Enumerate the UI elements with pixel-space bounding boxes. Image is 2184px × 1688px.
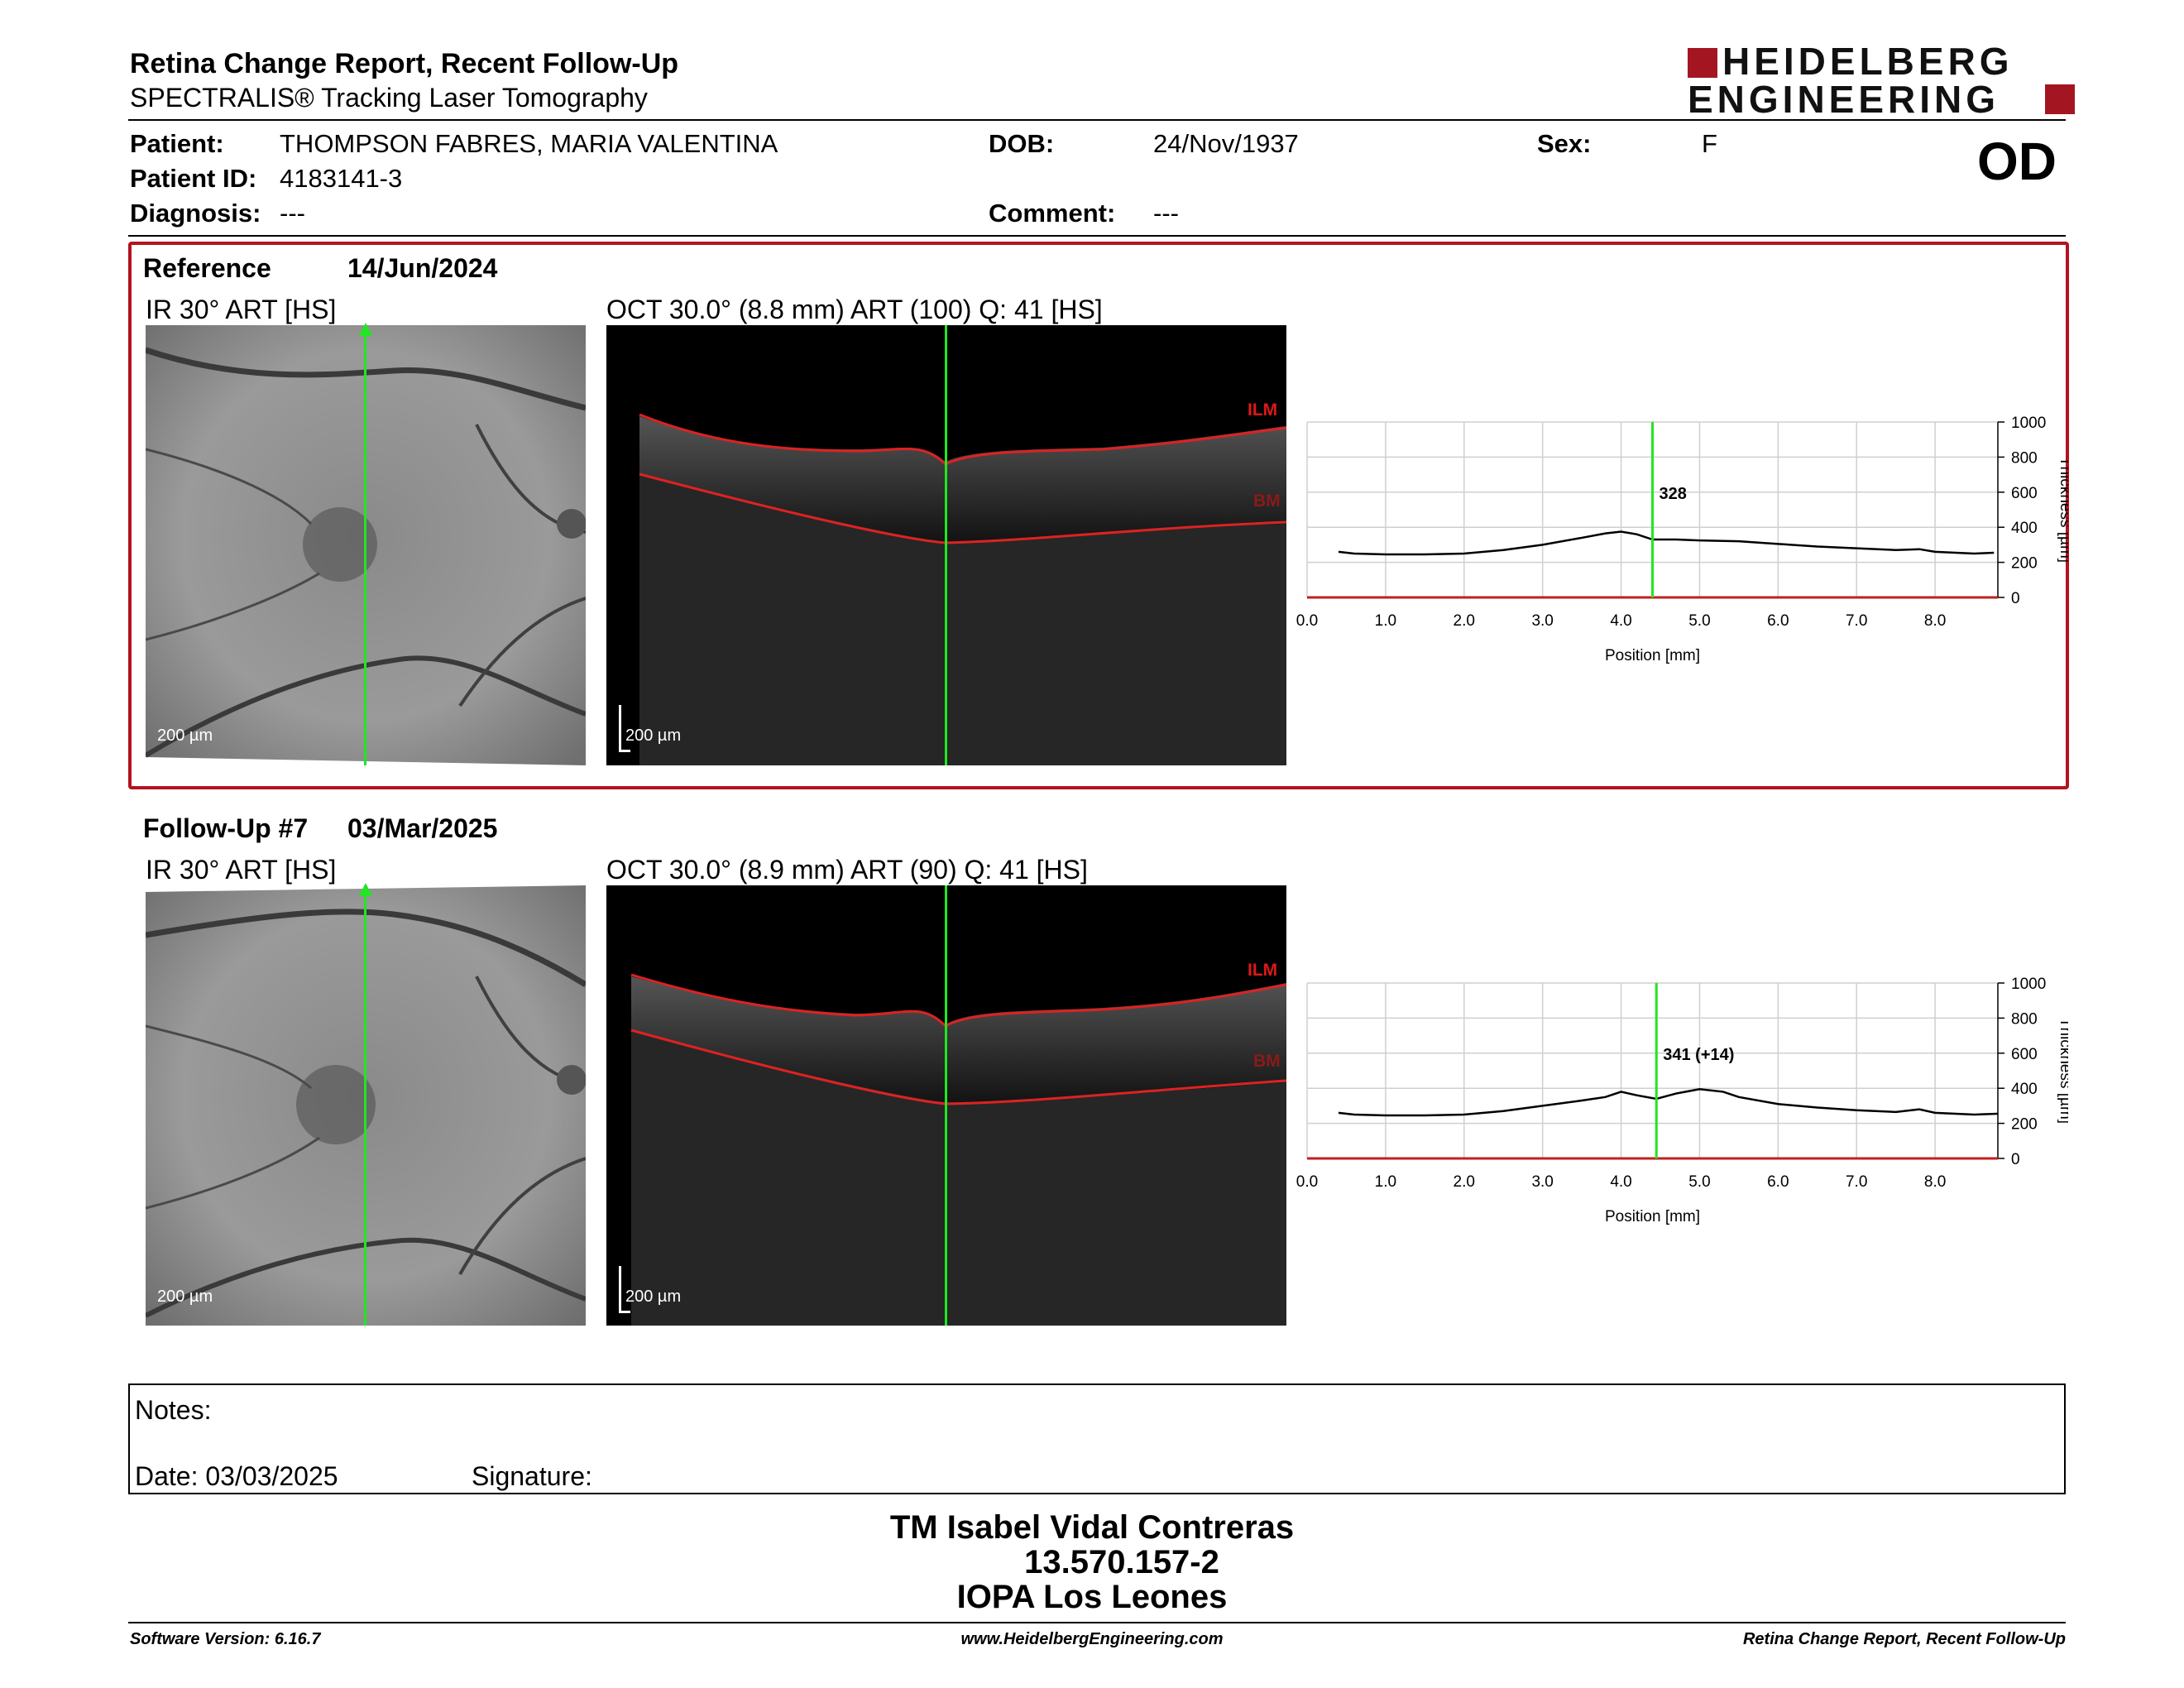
sex-value: F — [1702, 129, 1717, 158]
followup-oct-scanline — [945, 885, 947, 1326]
y-tick-label: 400 — [2011, 1081, 2038, 1098]
patient-label: Patient: — [130, 129, 224, 158]
reference-thickness-chart: 0.0 1.0 2.0 3.0 4.0 5.0 6.0 7.0 8.0 0 200 400 600 800… — [1296, 415, 2068, 664]
reference-date: 14/Jun/2024 — [347, 253, 498, 283]
logo-line2: ENGINEERING — [1688, 78, 2000, 121]
followup-label: Follow-Up #7 — [143, 813, 309, 843]
diagnosis-value: --- — [280, 199, 305, 228]
reference-oct-scanline — [945, 325, 947, 765]
patient-name: THOMPSON FABRES, MARIA VALENTINA — [280, 129, 778, 158]
signer-institution: IOPA Los Leones — [956, 1579, 1228, 1615]
x-tick-label: 1.0 — [1375, 612, 1396, 630]
signer-id: 13.570.157-2 — [1024, 1544, 1219, 1580]
reference-ir-scanline — [364, 325, 366, 765]
x-tick-label: 3.0 — [1531, 612, 1553, 630]
eye-label: OD — [1977, 132, 2057, 191]
x-tick-label: 4.0 — [1610, 612, 1631, 630]
patient-id-label: Patient ID: — [130, 164, 257, 193]
software-version: Software Version: 6.16.7 — [130, 1630, 321, 1648]
y-tick-label: 1000 — [2011, 976, 2046, 993]
followup-date: 03/Mar/2025 — [347, 813, 498, 843]
dob-label: DOB: — [989, 129, 1055, 158]
x-tick-label: 8.0 — [1924, 612, 1946, 630]
x-tick-label: 6.0 — [1767, 1173, 1789, 1191]
followup-ir-scale: 200 µm — [157, 1288, 213, 1306]
x-tick-label: 0.0 — [1296, 1173, 1318, 1191]
patient-id: 4183141-3 — [280, 164, 403, 193]
x-tick-label: 2.0 — [1454, 1173, 1475, 1191]
y-axis-label: Thickness [µm] — [2057, 1018, 2068, 1124]
reference-ir-title: IR 30° ART [HS] — [146, 295, 337, 324]
reference-ir-scan-arrow — [359, 323, 372, 336]
x-tick-label: 8.0 — [1924, 1173, 1946, 1191]
followup-bm-label: BM — [1253, 1052, 1281, 1071]
y-tick-label: 0 — [2011, 590, 2020, 607]
x-tick-label: 0.0 — [1296, 612, 1318, 630]
reference-oct-scale: 200 µm — [625, 727, 682, 745]
y-tick-label: 600 — [2011, 485, 2038, 502]
notes-label: Notes: — [135, 1395, 212, 1425]
heidelberg-logo: HEIDELBERG ENGINEERING — [1688, 41, 2076, 121]
y-tick-label: 200 — [2011, 1116, 2038, 1134]
y-axis-label: Thickness [µm] — [2057, 457, 2068, 563]
x-tick-label: 6.0 — [1767, 612, 1789, 630]
signature-label: Signature: — [472, 1461, 592, 1491]
x-tick-label: 7.0 — [1846, 1173, 1867, 1191]
reference-oct-title: OCT 30.0° (8.8 mm) ART (100) Q: 41 [HS] — [606, 295, 1103, 324]
x-tick-label: 1.0 — [1375, 1173, 1396, 1191]
comment-label: Comment: — [989, 199, 1116, 228]
y-tick-label: 600 — [2011, 1046, 2038, 1063]
x-tick-label: 2.0 — [1454, 612, 1475, 630]
x-axis-label: Position [mm] — [1605, 647, 1700, 664]
cursor-value-label: 328 — [1660, 485, 1687, 503]
dob-value: 24/Nov/1937 — [1153, 129, 1299, 158]
comment-value: --- — [1153, 199, 1179, 228]
followup-ilm-label: ILM — [1248, 961, 1278, 980]
followup-ir-scanline — [364, 885, 366, 1326]
followup-ir-scan-arrow — [359, 883, 372, 896]
reference-ir-scale: 200 µm — [157, 727, 213, 745]
followup-thickness-chart: 0.0 1.0 2.0 3.0 4.0 5.0 6.0 7.0 8.0 0 200 400 600 800… — [1296, 976, 2068, 1225]
followup-oct-title: OCT 30.0° (8.9 mm) ART (90) Q: 41 [HS] — [606, 855, 1088, 885]
reference-label: Reference — [143, 253, 271, 283]
x-tick-label: 7.0 — [1846, 612, 1867, 630]
x-tick-label: 4.0 — [1610, 1173, 1631, 1191]
thickness-line — [1338, 530, 1995, 556]
x-tick-label: 5.0 — [1688, 612, 1710, 630]
report-subtitle: SPECTRALIS® Tracking Laser Tomography — [130, 83, 648, 113]
reference-bm-label: BM — [1253, 492, 1281, 511]
x-tick-label: 3.0 — [1531, 1173, 1553, 1191]
notes-date: Date: 03/03/2025 — [135, 1461, 338, 1491]
followup-oct-scale: 200 µm — [625, 1288, 682, 1306]
y-tick-label: 0 — [2011, 1151, 2020, 1168]
sex-label: Sex: — [1537, 129, 1592, 158]
diagnosis-label: Diagnosis: — [130, 199, 261, 228]
thickness-line — [1338, 1087, 1999, 1117]
report-title: Retina Change Report, Recent Follow-Up — [130, 48, 679, 79]
followup-ir-title: IR 30° ART [HS] — [146, 855, 337, 885]
x-tick-label: 5.0 — [1688, 1173, 1710, 1191]
notes-box — [128, 1383, 2066, 1494]
y-tick-label: 800 — [2011, 1010, 2038, 1028]
cursor-value-label: 341 (+14) — [1663, 1046, 1734, 1064]
x-axis-label: Position [mm] — [1605, 1208, 1700, 1225]
signer-name: TM Isabel Vidal Contreras — [889, 1509, 1295, 1546]
logo-line1: HEIDELBERG — [1722, 40, 2014, 83]
y-tick-label: 1000 — [2011, 415, 2046, 432]
y-tick-label: 400 — [2011, 520, 2038, 537]
y-tick-label: 200 — [2011, 555, 2038, 573]
website-link[interactable]: www.HeidelbergEngineering.com — [960, 1630, 1224, 1648]
footer-report-name: Retina Change Report, Recent Follow-Up — [1742, 1630, 2066, 1648]
y-tick-label: 800 — [2011, 449, 2038, 467]
reference-ilm-label: ILM — [1248, 400, 1278, 420]
reference-section — [128, 242, 2069, 789]
